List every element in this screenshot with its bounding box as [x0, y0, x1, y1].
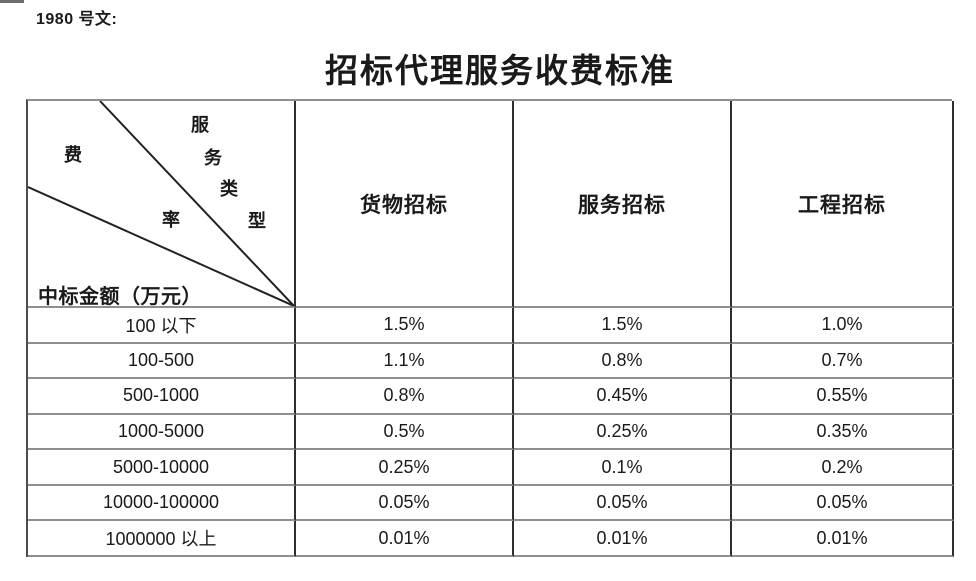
- column-header-service: 服务招标: [514, 101, 732, 308]
- engineering-rate-cell: 0.55%: [732, 379, 954, 415]
- engineering-rate-cell: 1.0%: [732, 308, 954, 344]
- engineering-rate-cell: 0.01%: [732, 521, 954, 557]
- column-header-goods: 货物招标: [296, 101, 514, 308]
- service-rate-cell: 0.25%: [514, 414, 732, 451]
- service-rate-cell: 0.1%: [514, 450, 732, 486]
- service-rate-cell: 0.45%: [514, 379, 732, 415]
- engineering-rate-cell: 0.05%: [732, 485, 954, 522]
- service-rate-cell: 0.05%: [514, 485, 732, 522]
- service-rate-cell: 0.8%: [514, 343, 732, 380]
- amount-cell: 500-1000: [28, 379, 296, 415]
- goods-rate-cell: 1.5%: [296, 308, 514, 344]
- goods-rate-cell: 0.8%: [296, 379, 514, 415]
- type-char-3: 类: [220, 179, 238, 199]
- goods-rate-cell: 0.5%: [296, 414, 514, 451]
- engineering-rate-cell: 0.7%: [732, 343, 954, 380]
- scan-artifact: [0, 0, 24, 3]
- type-char-2: 务: [204, 148, 222, 168]
- engineering-rate-cell: 0.35%: [732, 414, 954, 451]
- type-char-1: 服: [191, 115, 209, 135]
- amount-cell: 1000000 以上: [28, 521, 296, 557]
- rate-char-2: 率: [162, 210, 180, 230]
- amount-cell: 1000-5000: [28, 414, 296, 451]
- diagonal-lines-icon: [28, 101, 294, 306]
- amount-axis-label: 中标金额（万元）: [38, 286, 202, 308]
- goods-rate-cell: 0.01%: [296, 521, 514, 557]
- rate-char-1: 费: [64, 145, 82, 165]
- engineering-rate-cell: 0.2%: [732, 450, 954, 486]
- amount-cell: 100 以下: [28, 308, 296, 344]
- amount-cell: 100-500: [28, 343, 296, 380]
- goods-rate-cell: 0.05%: [296, 485, 514, 522]
- doc-ref-label: 1980 号文:: [36, 11, 118, 28]
- amount-cell: 10000-100000: [28, 485, 296, 522]
- service-rate-cell: 1.5%: [514, 308, 732, 344]
- type-char-4: 型: [248, 211, 266, 231]
- goods-rate-cell: 1.1%: [296, 343, 514, 380]
- column-header-engineering: 工程招标: [732, 101, 954, 308]
- amount-cell: 5000-10000: [28, 450, 296, 486]
- fee-table: 服 务 类 型 费 率 中标金额（万元） 货物招标 服务招标 工程招标 100 …: [26, 99, 954, 557]
- page-title: 招标代理服务收费标准: [325, 54, 675, 90]
- corner-cell: 服 务 类 型 费 率 中标金额（万元）: [28, 101, 296, 308]
- service-rate-cell: 0.01%: [514, 521, 732, 557]
- goods-rate-cell: 0.25%: [296, 450, 514, 486]
